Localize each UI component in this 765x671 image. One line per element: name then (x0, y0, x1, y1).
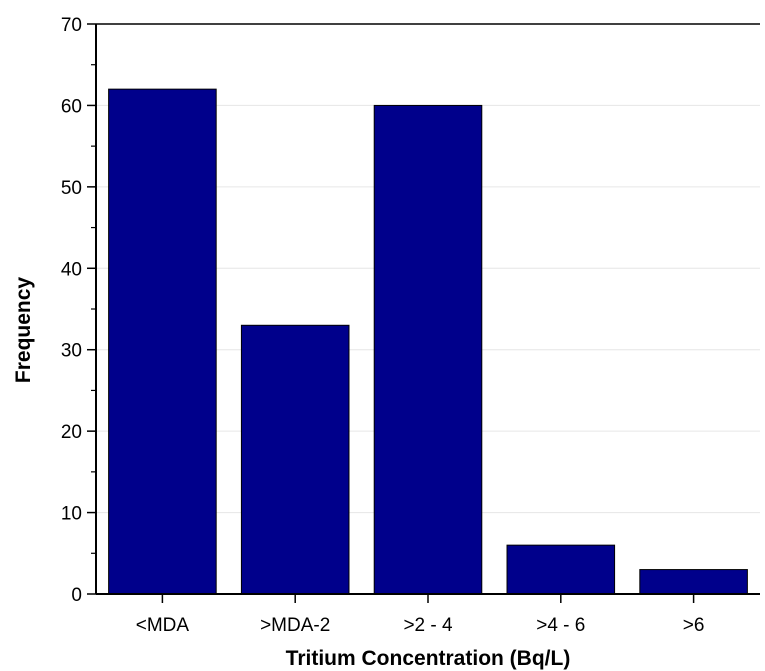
bar (639, 569, 748, 595)
y-tick-label: 60 (61, 96, 82, 117)
x-axis-ticks: <MDA >MDA-2 >2 - 4 >4 - 6 >6 (136, 594, 705, 636)
y-tick-label: 0 (71, 585, 82, 606)
bar (108, 88, 217, 595)
bars (108, 88, 748, 595)
y-tick-label: 20 (61, 422, 82, 443)
y-axis-ticks: 0 10 20 30 40 50 60 70 (61, 15, 96, 606)
x-tick-label: >6 (683, 615, 705, 636)
y-tick-label: 70 (61, 15, 82, 36)
y-tick-label: 40 (61, 259, 82, 280)
bar (240, 324, 350, 595)
x-tick-label: >4 - 6 (536, 615, 585, 636)
x-tick-label: >2 - 4 (403, 615, 453, 636)
x-tick-label: >MDA-2 (260, 615, 330, 636)
y-tick-label: 10 (61, 504, 82, 525)
x-tick-label: <MDA (136, 615, 190, 636)
y-tick-label: 50 (61, 178, 82, 199)
y-tick-label: 30 (61, 341, 82, 362)
bar (373, 104, 483, 595)
y-axis-title: Frequency (12, 277, 35, 384)
bar (506, 544, 616, 595)
x-axis-title: Tritium Concentration (Bq/L) (286, 647, 571, 670)
